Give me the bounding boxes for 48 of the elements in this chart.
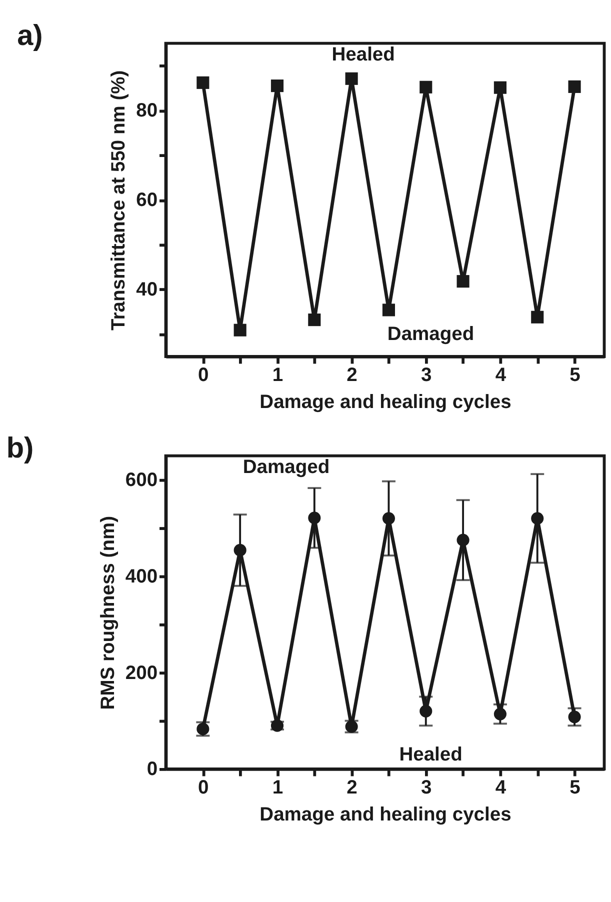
point xyxy=(456,534,470,546)
x-tick-label: 5 xyxy=(570,365,581,386)
point xyxy=(270,80,284,92)
point xyxy=(568,710,581,724)
point xyxy=(494,81,506,94)
point xyxy=(382,304,396,316)
point xyxy=(308,512,321,524)
x-axis-title: Damage and healing cycles xyxy=(260,804,512,826)
annotation: Damaged xyxy=(387,324,474,346)
x-tick-label: 5 xyxy=(570,778,581,799)
y-tick-label: 600 xyxy=(125,470,158,492)
y-tick-label: 400 xyxy=(125,566,158,588)
point xyxy=(420,80,432,94)
x-tick-label: 2 xyxy=(346,365,358,386)
x-tick-label: 4 xyxy=(495,365,506,386)
point xyxy=(531,310,544,324)
y-tick-label: 0 xyxy=(146,759,158,780)
annotation: Damaged xyxy=(242,457,330,478)
annotation: Healed xyxy=(399,744,462,766)
point xyxy=(234,544,246,556)
point xyxy=(345,72,358,85)
point xyxy=(420,704,432,718)
x-tick-label: 1 xyxy=(272,365,284,386)
point xyxy=(234,324,246,336)
point xyxy=(568,80,581,93)
x-tick-label: 2 xyxy=(346,778,358,799)
point xyxy=(456,275,470,288)
y-tick-label: 60 xyxy=(136,190,158,212)
x-tick-label: 0 xyxy=(198,365,209,386)
y-tick-label: 200 xyxy=(125,662,158,684)
y-axis-title: RMS roughness (nm) xyxy=(98,516,119,710)
x-tick-label: 3 xyxy=(421,365,432,386)
y-tick-label: 80 xyxy=(136,100,158,122)
x-tick-label: 4 xyxy=(495,778,506,799)
annotation: Healed xyxy=(332,44,395,66)
y-tick-label: 40 xyxy=(136,280,158,301)
point xyxy=(382,512,396,525)
point xyxy=(196,76,210,89)
x-axis-title: Damage and healing cycles xyxy=(260,392,512,414)
point xyxy=(531,512,544,525)
chart-title: b) xyxy=(6,432,34,465)
y-axis-title: Transmittance at 550 nm (%) xyxy=(108,70,130,330)
chart-title: a) xyxy=(17,20,43,52)
point xyxy=(494,708,506,720)
point xyxy=(308,314,321,326)
x-tick-label: 1 xyxy=(272,778,284,799)
x-tick-label: 3 xyxy=(421,778,432,799)
x-tick-label: 0 xyxy=(198,778,209,799)
